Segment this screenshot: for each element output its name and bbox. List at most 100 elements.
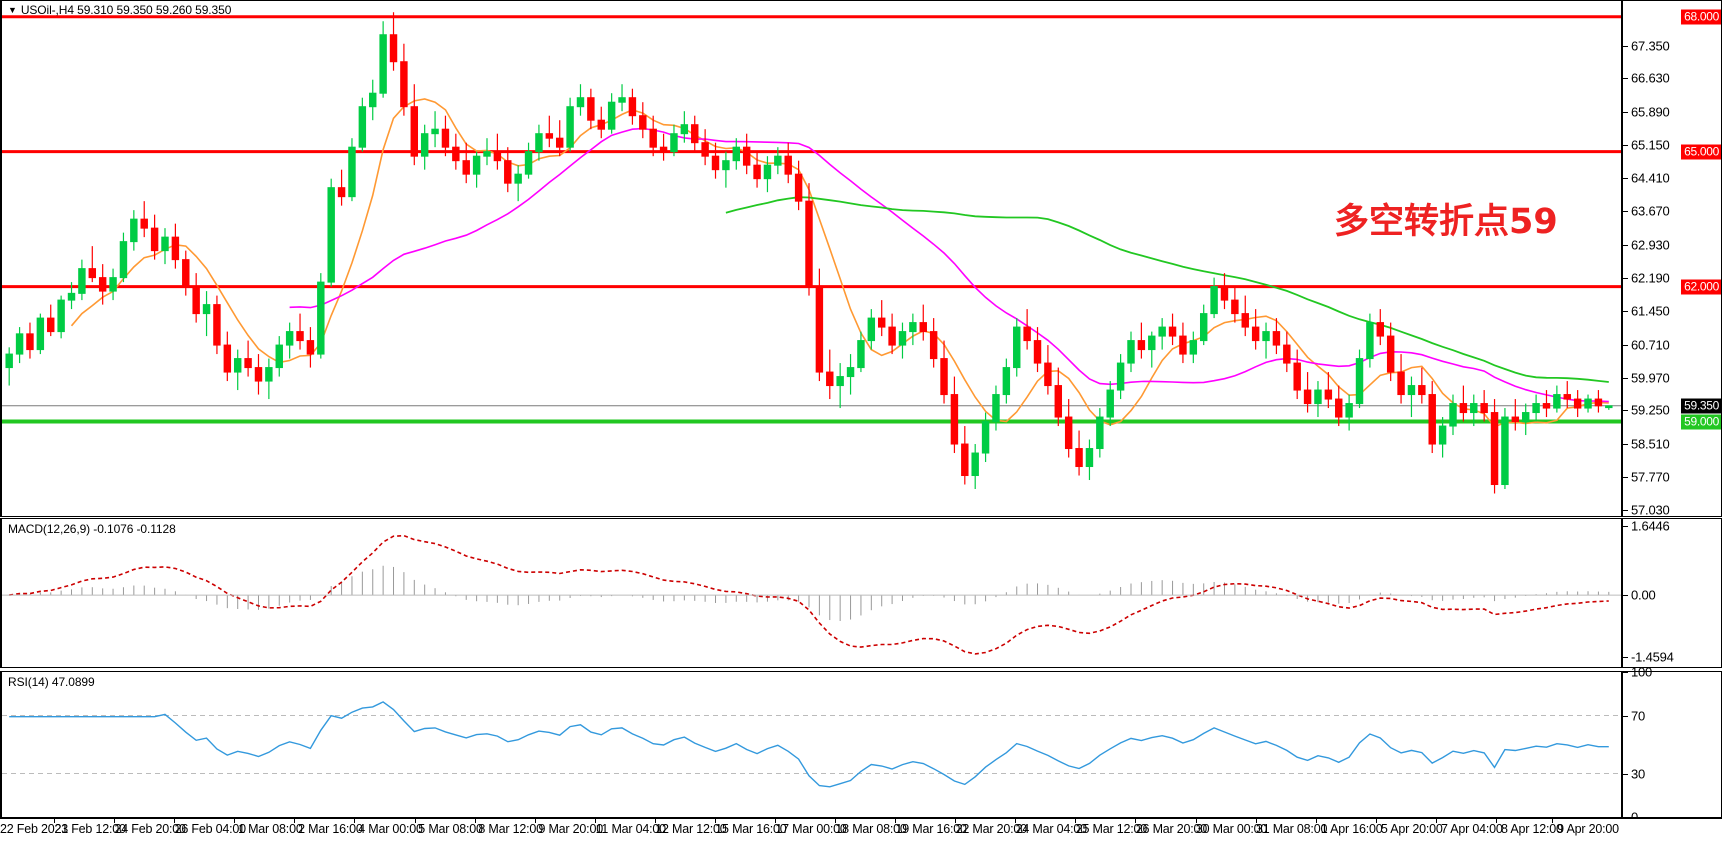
- macd-plot-area[interactable]: [2, 519, 1621, 667]
- rsi-plot-area[interactable]: [2, 672, 1621, 817]
- macd-tick: [1623, 525, 1628, 527]
- price-tick-label: 59.970: [1631, 370, 1670, 386]
- time-axis-tick: [1135, 819, 1137, 823]
- price-tick-label: 57.030: [1631, 502, 1670, 518]
- time-axis-tick: [895, 819, 897, 823]
- time-axis-tick: [775, 819, 776, 823]
- price-tick: [1623, 111, 1628, 113]
- time-axis-label: 24 Feb 20:00: [114, 822, 186, 836]
- price-tick: [1623, 45, 1628, 47]
- price-tick: [1623, 410, 1628, 412]
- price-tick: [1623, 510, 1628, 512]
- price-tick: [1623, 278, 1628, 280]
- macd-indicator-label: MACD(12,26,9) -0.1076 -0.1128: [8, 522, 176, 536]
- rsi-tick-label: 30: [1631, 766, 1646, 781]
- macd-tick: [1623, 656, 1628, 658]
- time-axis-label: 22 Feb 2021: [0, 822, 68, 836]
- rsi-tick-label: 0: [1631, 809, 1639, 825]
- price-tick: [1623, 244, 1628, 246]
- time-axis-tick: [174, 819, 176, 823]
- price-level-tag[interactable]: 59.350: [1681, 398, 1721, 414]
- time-axis-tick: [1255, 819, 1257, 823]
- time-axis-tick: [1195, 819, 1197, 823]
- time-axis-tick: [54, 819, 56, 823]
- price-tick-label: 63.670: [1631, 203, 1670, 219]
- time-axis-label: 15 Mar 16:00: [715, 822, 787, 836]
- time-axis-tick: [1075, 819, 1077, 823]
- rsi-pane[interactable]: 100 70 30 0 RSI(14) 47.0899: [0, 665, 1722, 825]
- time-axis-tick: [414, 819, 416, 823]
- price-level-tag[interactable]: 62.000: [1681, 279, 1721, 295]
- time-axis-tick: [714, 819, 716, 823]
- price-level-tag[interactable]: 68.000: [1681, 9, 1721, 25]
- macd-pane[interactable]: 1.6446 0.00 -1.4594 MACD(12,26,9) -0.1076 …: [0, 518, 1722, 668]
- price-tick-label: 62.190: [1631, 270, 1670, 286]
- time-axis-tick: [534, 819, 536, 823]
- macd-series-svg: [2, 534, 1621, 655]
- macd-tick-label: 0.00: [1631, 587, 1656, 603]
- symbol-info-line: ▼ USOil-,H4 59.310 59.350 59.260 59.350: [8, 3, 231, 17]
- time-axis-label: 19 Mar 16:00: [895, 822, 967, 836]
- price-tick-label: 57.770: [1631, 469, 1670, 485]
- price-tick: [1623, 144, 1628, 146]
- price-plot-area[interactable]: [2, 1, 1621, 516]
- price-tick-label: 65.150: [1631, 137, 1670, 153]
- price-tick-label: 67.350: [1631, 38, 1670, 54]
- time-axis-tick: [1435, 819, 1437, 823]
- macd-tick: [1623, 595, 1628, 597]
- time-axis-tick: [1552, 819, 1553, 823]
- rsi-tick: [1623, 773, 1628, 775]
- symbol-ohlc-text: USOil-,H4 59.310 59.350 59.260 59.350: [20, 3, 232, 17]
- time-axis-tick: [474, 819, 476, 823]
- time-axis-label: 18 Mar 08:00: [835, 822, 907, 836]
- macd-tick-label: -1.4594: [1631, 649, 1674, 665]
- time-axis-label: 8 Apr 12:00: [1501, 822, 1563, 836]
- macd-axis[interactable]: 1.6446 0.00 -1.4594: [1621, 518, 1721, 667]
- rsi-series-svg: [2, 701, 1621, 788]
- time-axis-label: 8 Mar 12:00: [478, 822, 543, 836]
- time-axis-tick: [1495, 819, 1497, 823]
- rsi-tick: [1623, 672, 1628, 673]
- price-level-tag[interactable]: 59.000: [1681, 414, 1721, 430]
- price-tick: [1623, 476, 1628, 478]
- macd-tick-label: 1.6446: [1631, 518, 1670, 534]
- rsi-tick: [1623, 817, 1628, 818]
- time-axis-label: 9 Apr 20:00: [1557, 822, 1619, 836]
- time-axis-label: 17 Mar 00:00: [775, 822, 847, 836]
- time-axis-tick: [354, 819, 356, 823]
- price-tick-label: 60.710: [1631, 337, 1670, 353]
- time-axis-label: 26 Mar 20:00: [1135, 822, 1208, 836]
- time-axis-label: 7 Apr 04:00: [1440, 822, 1503, 836]
- price-pane[interactable]: 67.350 66.630 65.890 65.150 64.410 63.670 62.9…: [0, 0, 1722, 518]
- price-tick-label: 62.930: [1631, 237, 1670, 253]
- price-tick-label: 59.250: [1631, 402, 1670, 418]
- rsi-tick: [1623, 715, 1628, 717]
- price-level-tag[interactable]: 65.000: [1681, 144, 1721, 160]
- time-axis-tick: [294, 819, 296, 823]
- time-axis-tick: [654, 819, 656, 823]
- time-axis-label: 25 Mar 12:00: [1075, 822, 1147, 836]
- time-axis-label: 11 Mar 04:00: [595, 822, 667, 836]
- rsi-indicator-label: RSI(14) 47.0899: [8, 675, 95, 689]
- time-axis-label: 1 Mar 08:00: [238, 822, 303, 836]
- rsi-tick-label: 100: [1631, 664, 1653, 680]
- time-axis-tick: [594, 819, 596, 823]
- collapse-arrow-icon[interactable]: ▼: [8, 5, 17, 15]
- price-tick: [1623, 311, 1628, 313]
- price-tick-label: 66.630: [1631, 70, 1670, 86]
- time-axis-tick: [1015, 819, 1017, 823]
- price-tick-label: 64.410: [1631, 170, 1670, 186]
- price-tick: [1623, 211, 1628, 213]
- time-axis[interactable]: 22 Feb 2021 23 Feb 12:00 24 Feb 20:00 26 Fe…: [0, 818, 1722, 841]
- price-series-svg: [2, 12, 1621, 494]
- price-tick: [1623, 78, 1628, 80]
- rsi-axis[interactable]: 100 70 30 0: [1621, 665, 1721, 825]
- time-axis-label: 5 Mar 08:00: [418, 822, 483, 836]
- price-tick: [1623, 443, 1628, 445]
- time-axis-label: 12 Mar 12:00: [655, 822, 727, 836]
- time-axis-label: 26 Feb 04:00: [174, 822, 246, 836]
- time-axis-label: 4 Mar 00:00: [358, 822, 423, 836]
- price-axis[interactable]: 67.350 66.630 65.890 65.150 64.410 63.670 62.9…: [1621, 1, 1721, 518]
- price-tick-label: 65.890: [1631, 104, 1670, 120]
